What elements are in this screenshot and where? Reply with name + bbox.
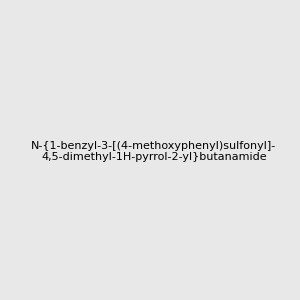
Text: N-{1-benzyl-3-[(4-methoxyphenyl)sulfonyl]-
4,5-dimethyl-1H-pyrrol-2-yl}butanamid: N-{1-benzyl-3-[(4-methoxyphenyl)sulfonyl… [31, 141, 276, 162]
